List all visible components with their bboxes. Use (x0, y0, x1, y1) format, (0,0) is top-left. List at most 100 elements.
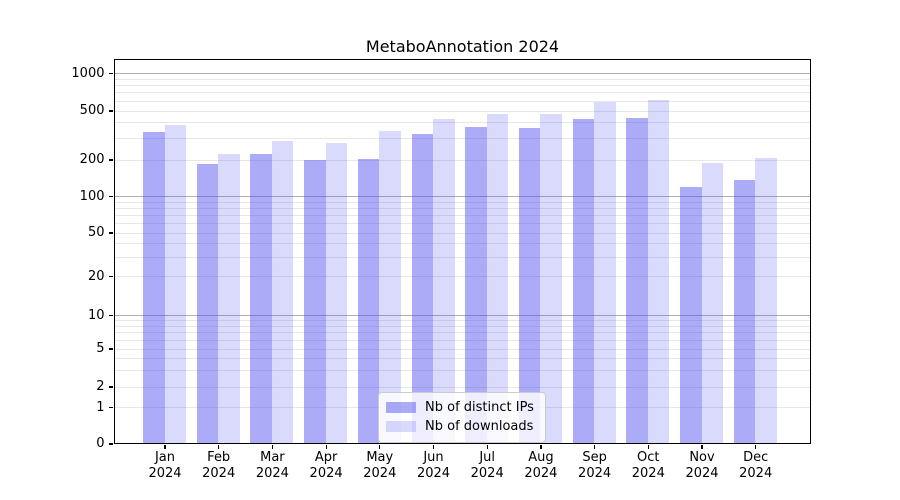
minor-gridline (115, 159, 810, 161)
y-tick-mark (108, 232, 113, 234)
bar-nb-of-distinct-ips-nov (680, 186, 702, 443)
x-tick-mark (271, 444, 274, 449)
x-tick-mark (701, 444, 703, 449)
minor-gridline (115, 122, 810, 124)
bar-nb-of-downloads-jan (164, 125, 186, 443)
bar-nb-of-downloads-jun (433, 118, 455, 443)
minor-gridline (115, 92, 810, 94)
x-tick-mark (164, 444, 166, 449)
bar-nb-of-distinct-ips-sep (572, 119, 595, 443)
minor-gridline (115, 110, 810, 112)
x-tick-label: Jul 2024 (470, 450, 504, 481)
x-tick-mark (755, 444, 757, 449)
y-tick-label: 100 (79, 188, 105, 204)
legend-label-downloads: Nb of downloads (425, 419, 534, 434)
legend-label-distinct-ips: Nb of distinct IPs (425, 400, 534, 415)
minor-gridline (115, 207, 810, 209)
major-gridline (115, 73, 810, 74)
minor-gridline (115, 339, 810, 341)
legend-item-downloads: Nb of downloads (386, 417, 537, 436)
x-tick-mark (379, 444, 381, 449)
x-tick-mark (432, 444, 435, 449)
minor-gridline (115, 276, 810, 277)
minor-gridline (115, 369, 810, 371)
bar-nb-of-downloads-may (379, 131, 401, 443)
minor-gridline (115, 85, 810, 87)
x-tick-mark (325, 444, 327, 449)
minor-gridline (115, 256, 810, 258)
x-tick-mark (594, 444, 596, 449)
minor-gridline (115, 201, 810, 203)
y-tick-mark (108, 314, 113, 317)
minor-gridline (115, 357, 810, 359)
y-tick-mark (108, 443, 113, 445)
minor-gridline (115, 214, 810, 216)
bar-nb-of-downloads-jul (486, 113, 509, 443)
bar-nb-of-distinct-ips-jun (411, 133, 433, 443)
y-tick-label: 200 (79, 152, 105, 167)
x-tick-label: Oct 2024 (631, 450, 665, 481)
x-tick-mark (540, 444, 542, 449)
chart-title: MetaboAnnotation 2024 (365, 37, 560, 56)
minor-gridline (115, 325, 810, 327)
x-tick-label: May 2024 (363, 450, 397, 481)
y-tick-mark (108, 159, 113, 161)
minor-gridline (115, 222, 810, 224)
y-tick-label: 500 (79, 103, 105, 118)
minor-gridline (115, 232, 810, 234)
y-tick-label: 5 (96, 341, 105, 356)
legend-item-distinct-ips: Nb of distinct IPs (386, 398, 537, 417)
x-tick-label: Apr 2024 (309, 450, 343, 481)
minor-gridline (115, 320, 810, 322)
minor-gridline (115, 137, 810, 139)
x-tick-mark (647, 444, 649, 449)
bar-nb-of-downloads-oct (647, 99, 670, 443)
x-tick-label: Nov 2024 (685, 450, 719, 481)
bar-nb-of-distinct-ips-dec (733, 180, 756, 443)
bar-nb-of-downloads-aug (540, 114, 562, 443)
bar-nb-of-distinct-ips-oct (626, 117, 648, 443)
bar-nb-of-downloads-mar (271, 140, 294, 443)
y-tick-label: 10 (87, 307, 105, 323)
bar-nb-of-downloads-apr (325, 142, 348, 443)
bar-nb-of-downloads-sep (594, 102, 616, 443)
minor-gridline (115, 348, 810, 350)
bar-nb-of-downloads-feb (218, 154, 240, 443)
bar-nb-of-distinct-ips-apr (304, 160, 326, 443)
y-tick-label: 2 (96, 379, 105, 394)
minor-gridline (115, 332, 810, 334)
x-tick-label: Aug 2024 (524, 450, 558, 481)
y-tick-label: 1000 (71, 65, 105, 81)
minor-gridline (115, 386, 810, 388)
x-tick-label: Jan 2024 (148, 450, 182, 481)
bar-nb-of-downloads-nov (701, 162, 723, 443)
y-tick-mark (108, 348, 113, 350)
legend: Nb of distinct IPs Nb of downloads (378, 392, 546, 443)
y-tick-mark (108, 72, 113, 75)
bar-nb-of-downloads-dec (755, 158, 777, 443)
legend-swatch-downloads-icon (386, 421, 416, 432)
minor-gridline (115, 78, 810, 80)
x-tick-mark (486, 444, 488, 449)
y-tick-mark (108, 406, 113, 409)
y-tick-mark (108, 275, 113, 278)
x-tick-label: Jun 2024 (416, 450, 451, 481)
x-tick-label: Mar 2024 (255, 450, 289, 481)
x-tick-label: Sep 2024 (578, 450, 612, 481)
bar-nb-of-distinct-ips-aug (518, 127, 541, 443)
major-gridline (115, 196, 810, 197)
x-tick-mark (218, 444, 220, 449)
major-gridline (115, 315, 810, 316)
bar-nb-of-distinct-ips-mar (250, 153, 272, 443)
bar-nb-of-distinct-ips-jan (143, 132, 165, 443)
bar-nb-of-distinct-ips-jul (465, 126, 487, 443)
minor-gridline (115, 100, 810, 102)
minor-gridline (115, 243, 810, 245)
x-tick-label: Feb 2024 (202, 450, 236, 481)
bar-nb-of-distinct-ips-feb (196, 163, 219, 443)
y-tick-label: 20 (87, 268, 105, 284)
plot-area (114, 59, 811, 444)
y-tick-label: 1 (96, 399, 105, 415)
y-tick-mark (108, 110, 113, 112)
